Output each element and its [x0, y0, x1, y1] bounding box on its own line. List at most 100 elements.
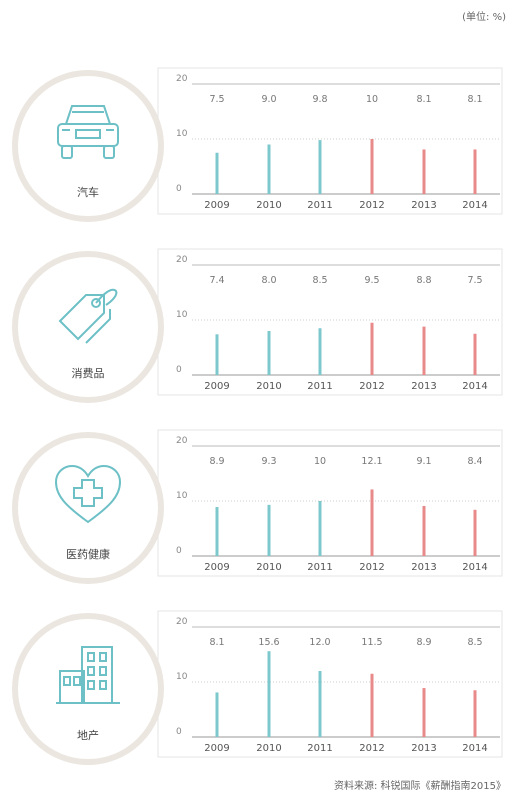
x-tick-label: 2013 — [411, 562, 436, 573]
chart-panel-auto: 20 10 0 7.5 2009 9.0 2010 9.8 2011 10 2012 8.1 2013 8… — [0, 66, 520, 236]
x-tick-label: 2013 — [411, 381, 436, 392]
panel-frame — [157, 248, 503, 396]
x-tick-label: 2010 — [256, 743, 281, 754]
bar — [318, 140, 322, 194]
x-tick-label: 2010 — [256, 562, 281, 573]
value-label: 11.5 — [361, 637, 382, 648]
heart-cross-icon — [54, 464, 122, 524]
x-tick-label: 2009 — [204, 562, 229, 573]
y-tick-label: 0 — [176, 727, 182, 737]
x-tick-label: 2009 — [204, 381, 229, 392]
x-tick-label: 2012 — [359, 562, 384, 573]
category-label: 地产 — [77, 729, 99, 742]
source-note: 资料来源: 科锐国际《薪酬指南2015》 — [334, 781, 506, 792]
car-icon — [57, 105, 119, 159]
value-label: 7.5 — [467, 275, 482, 286]
bar-chart: 201008.920099.3201010201112.120129.12013… — [157, 429, 503, 577]
category-label: 消费品 — [71, 367, 105, 380]
bar — [215, 334, 219, 375]
value-label: 8.5 — [312, 275, 327, 286]
x-tick-label: 2014 — [462, 381, 487, 392]
value-label: 8.9 — [416, 637, 431, 648]
panel-frame — [157, 67, 503, 215]
value-label: 8.1 — [209, 637, 224, 648]
x-tick-label: 2012 — [359, 381, 384, 392]
value-label: 8.4 — [467, 456, 482, 467]
value-label: 8.9 — [209, 456, 224, 467]
value-label: 9.0 — [261, 94, 276, 105]
bar — [473, 333, 477, 375]
bar — [473, 149, 477, 194]
chart-panel-realestate: 20 10 0 8.1 2009 15.6 2010 12.0 2011 11.5 2012 8.9 2… — [0, 609, 520, 779]
x-tick-label: 2013 — [411, 200, 436, 211]
bar — [370, 139, 374, 194]
bar — [267, 331, 271, 375]
bar — [215, 692, 219, 737]
chart-panel-consumer: 20 10 0 7.4 2009 8.0 2010 8.5 2011 9.5 2012 8.8 2013… — [0, 247, 520, 417]
bar — [473, 690, 477, 737]
value-label: 9.1 — [416, 456, 431, 467]
category-badge: 汽车 — [12, 70, 164, 222]
x-tick-label: 2010 — [256, 200, 281, 211]
bar — [318, 671, 322, 737]
x-tick-label: 2011 — [307, 381, 332, 392]
bar-chart: 201008.1200915.6201012.0201111.520128.92… — [157, 610, 503, 758]
bar — [267, 504, 271, 556]
x-tick-label: 2011 — [307, 743, 332, 754]
y-tick-label: 0 — [176, 546, 182, 556]
building-icon — [56, 646, 120, 704]
bar — [370, 322, 374, 375]
bar — [422, 149, 426, 194]
x-tick-label: 2010 — [256, 381, 281, 392]
x-tick-label: 2009 — [204, 743, 229, 754]
category-label: 汽车 — [77, 186, 99, 199]
x-tick-label: 2012 — [359, 743, 384, 754]
value-label: 8.0 — [261, 275, 276, 286]
value-label: 15.6 — [258, 637, 279, 648]
category-badge: 医药健康 — [12, 432, 164, 584]
value-label: 8.1 — [467, 94, 482, 105]
y-tick-label: 0 — [176, 365, 182, 375]
x-tick-label: 2012 — [359, 200, 384, 211]
x-tick-label: 2014 — [462, 743, 487, 754]
value-label: 12.0 — [309, 637, 330, 648]
unit-note: (单位: %) — [462, 12, 506, 23]
value-label: 9.8 — [312, 94, 327, 105]
y-tick-label: 20 — [176, 617, 188, 627]
bar — [422, 688, 426, 737]
category-badge: 消费品 — [12, 251, 164, 403]
bar — [215, 152, 219, 194]
x-tick-label: 2014 — [462, 200, 487, 211]
y-tick-label: 10 — [176, 672, 188, 682]
value-label: 10 — [366, 94, 378, 105]
bar-chart: 201007.420098.020108.520119.520128.82013… — [157, 248, 503, 396]
category-badge: 地产 — [12, 613, 164, 765]
value-label: 8.8 — [416, 275, 431, 286]
bar — [318, 328, 322, 375]
x-tick-label: 2011 — [307, 200, 332, 211]
x-tick-label: 2009 — [204, 200, 229, 211]
bar-chart: 201007.520099.020109.820111020128.120138… — [157, 67, 503, 215]
category-label: 医药健康 — [66, 548, 110, 561]
bar — [267, 144, 271, 194]
chart-panel-pharma: 20 10 0 8.9 2009 9.3 2010 10 2011 12.1 2012 9.1 2013… — [0, 428, 520, 598]
value-label: 12.1 — [361, 456, 382, 467]
y-tick-label: 20 — [176, 255, 188, 265]
panel-frame — [157, 610, 503, 758]
panel-frame — [157, 429, 503, 577]
bar — [422, 326, 426, 375]
y-tick-label: 10 — [176, 129, 188, 139]
price-tag-icon — [58, 288, 118, 344]
value-label: 9.3 — [261, 456, 276, 467]
y-tick-label: 10 — [176, 310, 188, 320]
value-label: 7.5 — [209, 94, 224, 105]
y-tick-label: 0 — [176, 184, 182, 194]
bar — [318, 501, 322, 556]
value-label: 9.5 — [364, 275, 379, 286]
value-label: 8.5 — [467, 637, 482, 648]
bar — [370, 673, 374, 737]
x-tick-label: 2011 — [307, 562, 332, 573]
y-tick-label: 20 — [176, 436, 188, 446]
y-tick-label: 20 — [176, 74, 188, 84]
value-label: 7.4 — [209, 275, 224, 286]
